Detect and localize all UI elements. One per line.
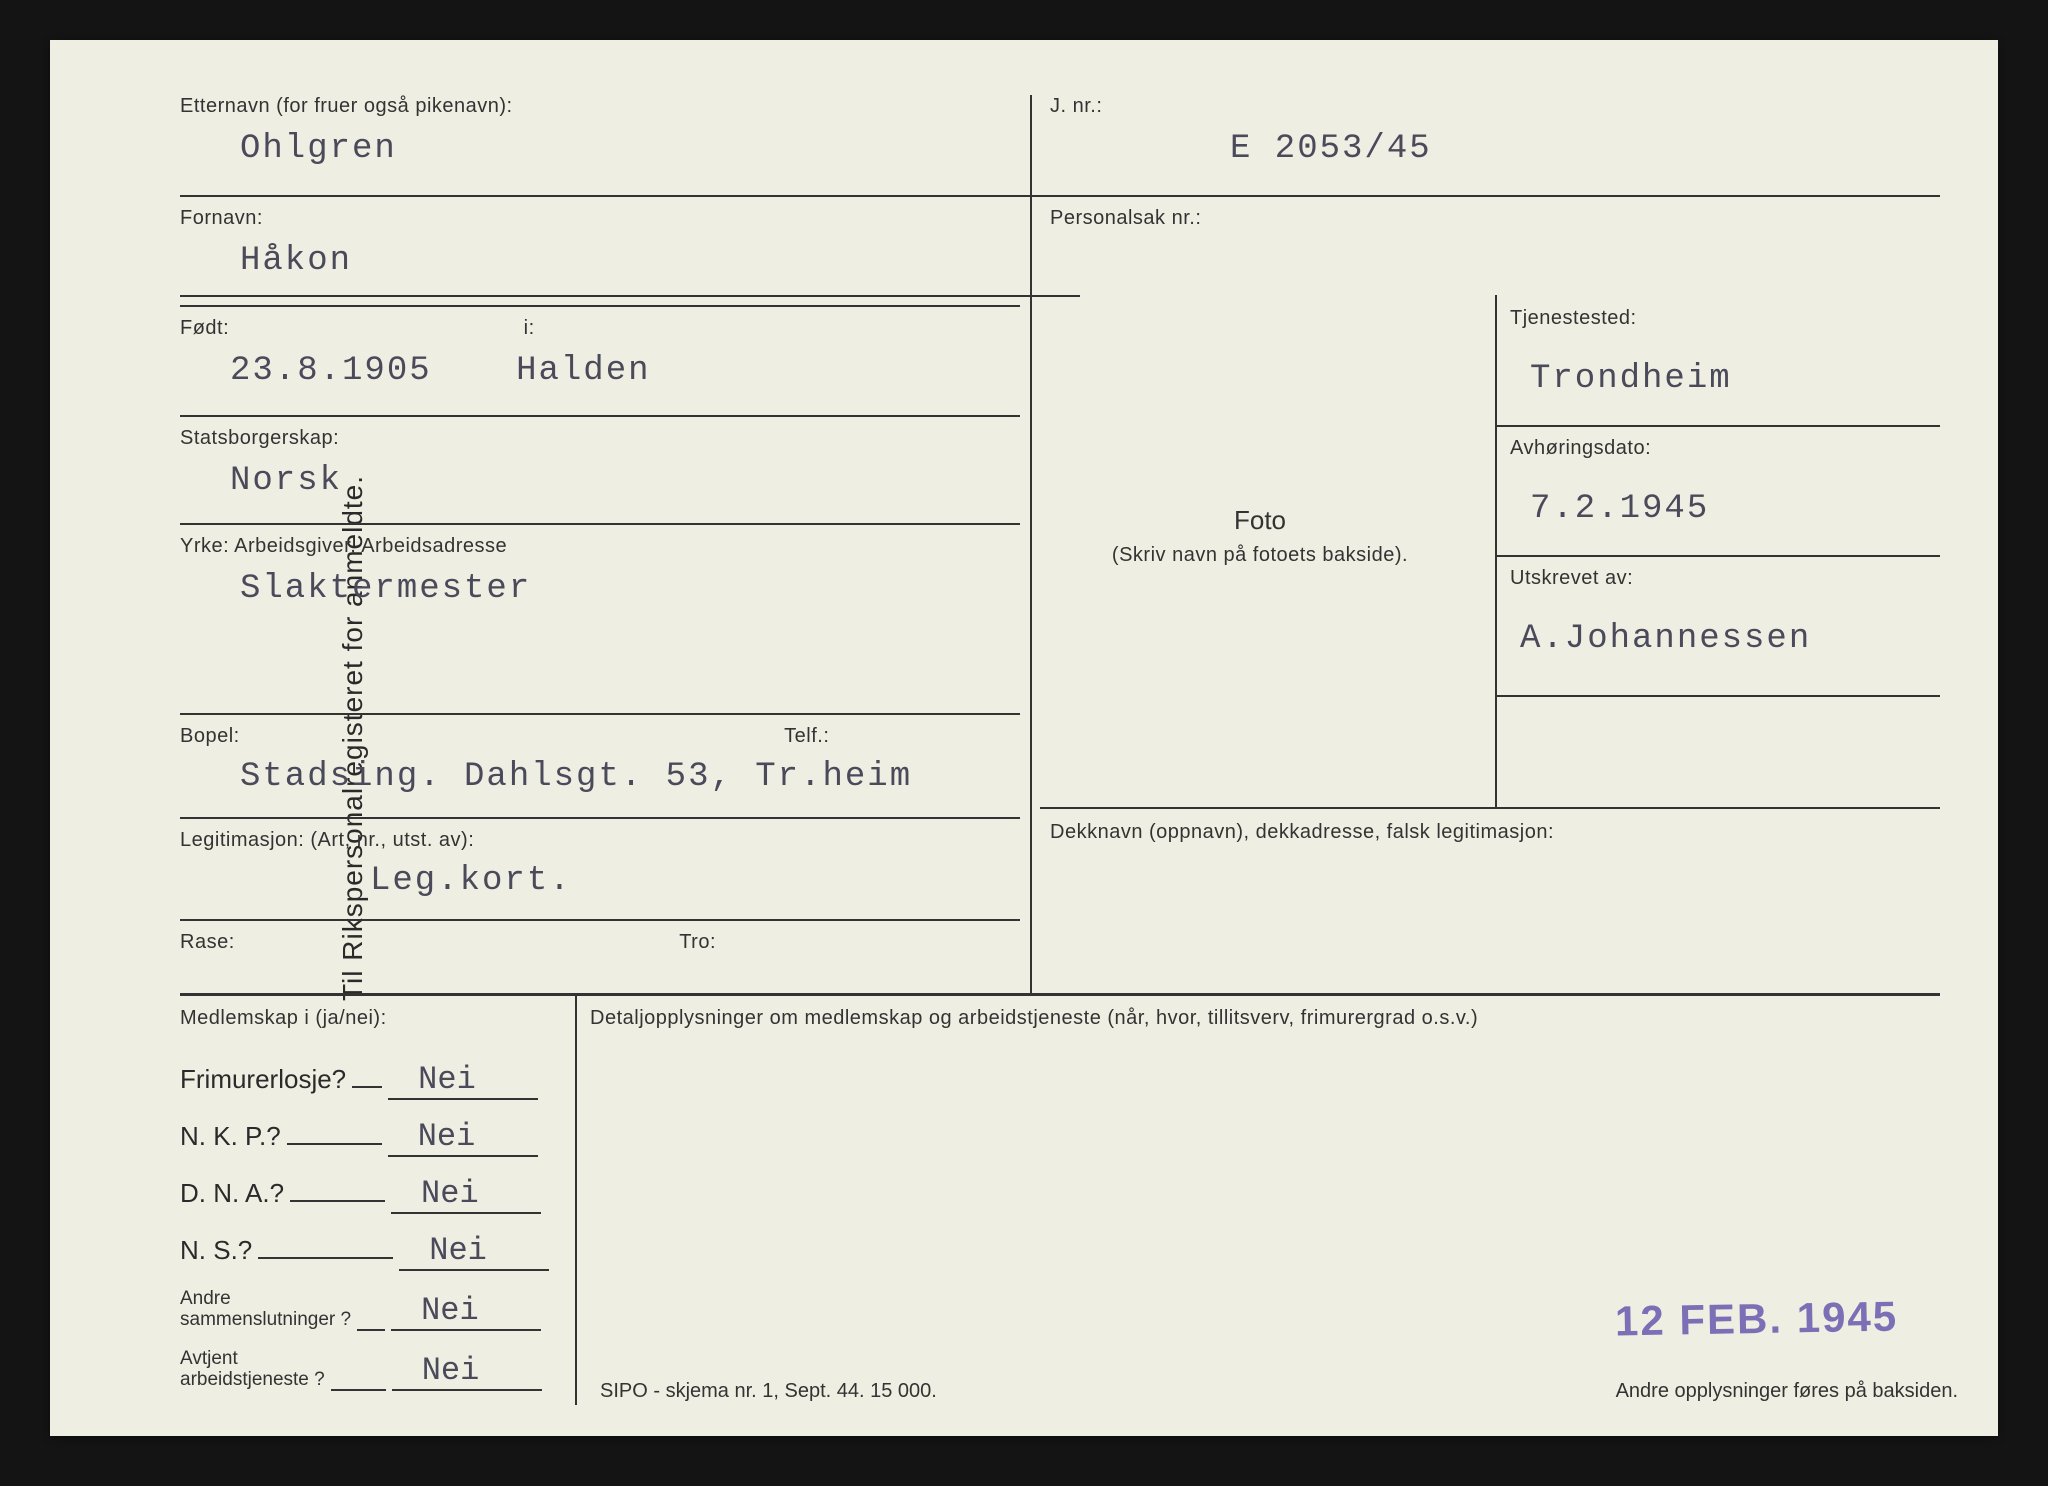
field-legitimasjon: Legitimasjon: (Art, nr., utst. av): Leg.… [180, 829, 572, 900]
label-details-header: Detaljopplysninger om medlemskap og arbe… [590, 1007, 1958, 1030]
value-utskrevet: A.Johannessen [1520, 620, 1811, 658]
foto-placeholder: Foto (Skriv navn på fotoets bakside). [1050, 505, 1470, 567]
field-citizenship: Statsborgerskap: Norsk [180, 427, 342, 500]
label-dekknavn: Dekknavn (oppnavn), dekkadresse, falsk l… [1050, 821, 1554, 844]
label-personalsak: Personalsak nr.: [1050, 207, 1201, 230]
field-personalsak: Personalsak nr.: [1050, 207, 1201, 230]
value-address: Stadsing. Dahlsgt. 53, Tr.heim [240, 758, 912, 796]
divider [1030, 95, 1032, 993]
label-avtjent: Avtjentarbeidstjeneste ? [180, 1349, 325, 1391]
label-telf: Telf.: [784, 725, 829, 747]
label-avhoringsdato: Avhøringsdato: [1510, 437, 1709, 460]
label-born: Født: [180, 317, 229, 339]
main-divider [180, 993, 1940, 996]
row-ns: N. S.? Nei [180, 1232, 560, 1271]
field-surname: Etternavn (for fruer også pikenavn): Ohl… [180, 95, 513, 168]
divider [180, 523, 1020, 525]
field-jnr: J. nr.: E 2053/45 [1050, 95, 1432, 168]
field-rase: Rase: Tro: [180, 931, 716, 954]
field-avhoringsdato: Avhøringsdato: 7.2.1945 [1510, 437, 1709, 528]
divider [180, 817, 1020, 819]
value-avhoringsdato: 7.2.1945 [1530, 490, 1709, 528]
value-citizenship: Norsk [230, 462, 342, 500]
divider [180, 295, 1080, 297]
divider [180, 195, 1940, 197]
label-firstname: Fornavn: [180, 207, 352, 230]
row-nkp: N. K. P.? Nei [180, 1118, 560, 1157]
row-frimurer: Frimurerlosje? Nei [180, 1061, 560, 1100]
label-occupation: Yrke: Arbeidsgiver, Arbeidsadresse [180, 535, 531, 558]
value-born-place: Halden [516, 352, 650, 390]
label-tro: Tro: [679, 931, 716, 953]
field-address: Bopel: Telf.: Stadsing. Dahlsgt. 53, Tr.… [180, 725, 912, 796]
membership-block: Frimurerlosje? Nei N. K. P.? Nei D. N. A… [180, 1043, 560, 1393]
label-born-in: i: [524, 317, 535, 339]
row-avtjent: Avtjentarbeidstjeneste ? Nei [180, 1349, 560, 1391]
value-firstname: Håkon [240, 242, 352, 280]
label-foto-note: (Skriv navn på fotoets bakside). [1050, 544, 1470, 567]
divider [1040, 807, 1940, 809]
field-utskrevet: Utskrevet av: A.Johannessen [1510, 567, 1811, 658]
scan-background: Til Rikspersonalregisteret for anmeldte.… [0, 0, 2048, 1486]
row-dna: D. N. A.? Nei [180, 1175, 560, 1214]
divider [1495, 695, 1940, 697]
field-tjenestested: Tjenestested: Trondheim [1510, 307, 1732, 398]
form-id: SIPO - skjema nr. 1, Sept. 44. 15 000. [600, 1380, 937, 1403]
field-firstname: Fornavn: Håkon [180, 207, 352, 280]
divider [1495, 295, 1497, 807]
divider [575, 993, 577, 1405]
label-foto: Foto [1050, 505, 1470, 536]
label-andre-samm: Andresammenslutninger ? [180, 1289, 351, 1331]
divider [180, 415, 1020, 417]
value-surname: Ohlgren [240, 130, 513, 168]
divider [180, 919, 1020, 921]
label-utskrevet: Utskrevet av: [1510, 567, 1811, 590]
divider [180, 305, 1020, 307]
divider [1495, 425, 1940, 427]
label-membership-header: Medlemskap i (ja/nei): [180, 1007, 387, 1030]
label-address: Bopel: [180, 725, 240, 747]
value-jnr: E 2053/45 [1230, 130, 1432, 168]
date-stamp: 12 FEB. 1945 [1614, 1293, 1898, 1346]
form-content: Etternavn (for fruer også pikenavn): Ohl… [180, 95, 1958, 1396]
divider [1495, 555, 1940, 557]
value-occupation: Slaktermester [240, 570, 531, 608]
label-legitimasjon: Legitimasjon: (Art, nr., utst. av): [180, 829, 572, 852]
field-born: Født: i: 23.8.1905 Halden [180, 317, 651, 390]
registration-card: Til Rikspersonalregisteret for anmeldte.… [50, 40, 1998, 1436]
label-citizenship: Statsborgerskap: [180, 427, 342, 450]
label-surname: Etternavn (for fruer også pikenavn): [180, 95, 513, 118]
divider [180, 713, 1020, 715]
row-andre: Andresammenslutninger ? Nei [180, 1289, 560, 1331]
label-rase: Rase: [180, 931, 235, 953]
value-legitimasjon: Leg.kort. [370, 862, 572, 900]
value-tjenestested: Trondheim [1530, 360, 1732, 398]
value-born-date: 23.8.1905 [230, 352, 432, 390]
label-tjenestested: Tjenestested: [1510, 307, 1732, 330]
field-occupation: Yrke: Arbeidsgiver, Arbeidsadresse Slakt… [180, 535, 531, 608]
label-jnr: J. nr.: [1050, 95, 1432, 118]
back-note: Andre opplysninger føres på baksiden. [1616, 1380, 1958, 1403]
field-dekknavn: Dekknavn (oppnavn), dekkadresse, falsk l… [1050, 821, 1554, 844]
